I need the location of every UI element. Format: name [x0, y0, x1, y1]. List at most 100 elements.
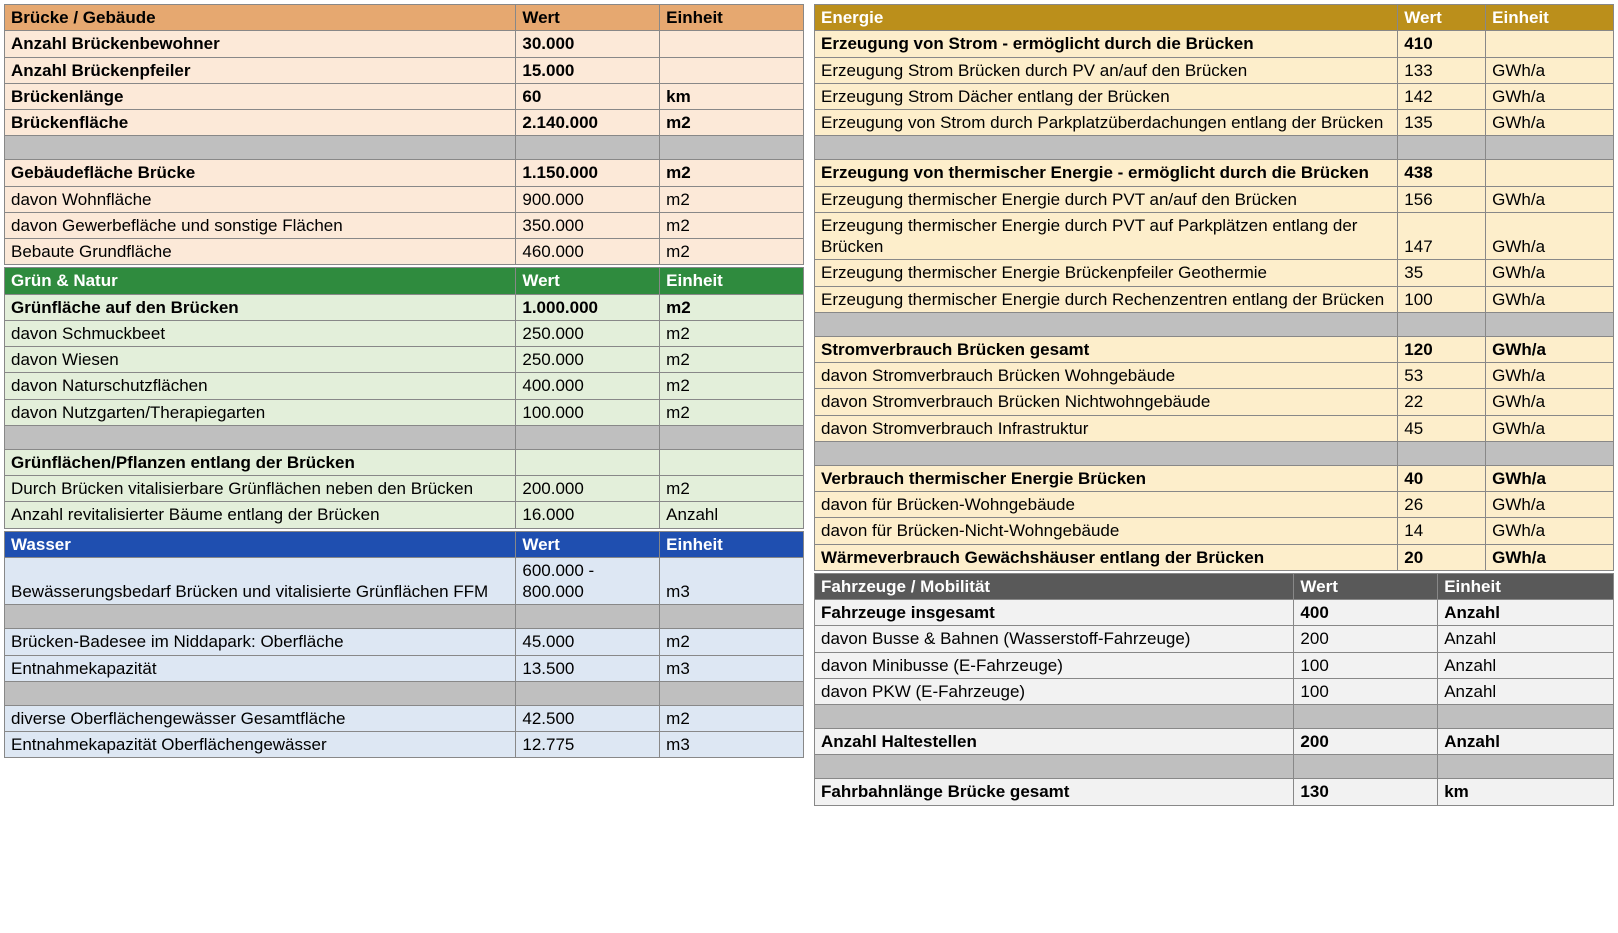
table-row	[815, 312, 1614, 336]
table-cell: Anzahl Brückenpfeiler	[5, 57, 516, 83]
table-cell: Bewässerungsbedarf Brücken und vitalisie…	[5, 557, 516, 605]
table-cell: davon für Brücken-Wohngebäude	[815, 492, 1398, 518]
table-cell	[815, 441, 1398, 465]
table-cell	[1294, 705, 1438, 729]
table-cell: m2	[660, 294, 804, 320]
table-cell: Erzeugung thermischer Energie Brückenpfe…	[815, 260, 1398, 286]
table-cell: Erzeugung von Strom durch Parkplatzüberd…	[815, 110, 1398, 136]
table-row: Grünflächen/Pflanzen entlang der Brücken	[5, 449, 804, 475]
header-cell: Wert	[1398, 5, 1486, 31]
table-cell: Erzeugung thermischer Energie durch Rech…	[815, 286, 1398, 312]
table-cell: Fahrbahnlänge Brücke gesamt	[815, 779, 1294, 805]
header-cell: Wert	[516, 268, 660, 294]
table-cell: Anzahl	[1438, 600, 1614, 626]
table-cell: 100	[1294, 652, 1438, 678]
table-cell: 147	[1398, 212, 1486, 260]
table-cell	[1486, 31, 1614, 57]
table-cell: 200	[1294, 729, 1438, 755]
table-cell: km	[660, 83, 804, 109]
table-row: davon Busse & Bahnen (Wasserstoff-Fahrze…	[815, 626, 1614, 652]
table-cell: 16.000	[516, 502, 660, 528]
table-cell: davon Minibusse (E-Fahrzeuge)	[815, 652, 1294, 678]
table-cell: km	[1438, 779, 1614, 805]
table-cell: m2	[660, 629, 804, 655]
table-cell: GWh/a	[1486, 544, 1614, 570]
table-energie: Energie Wert Einheit Erzeugung von Strom…	[814, 4, 1614, 571]
header-cell: Wert	[516, 531, 660, 557]
table-header-row: Energie Wert Einheit	[815, 5, 1614, 31]
table-row	[815, 705, 1614, 729]
table-row: Anzahl Brückenpfeiler15.000	[5, 57, 804, 83]
table-row: Fahrzeuge insgesamt400Anzahl	[815, 600, 1614, 626]
table-row: davon Wiesen250.000m2	[5, 347, 804, 373]
header-cell: Einheit	[660, 268, 804, 294]
table-cell: GWh/a	[1486, 57, 1614, 83]
table-row: Erzeugung Strom Brücken durch PV an/auf …	[815, 57, 1614, 83]
table-cell	[660, 57, 804, 83]
table-row: davon Naturschutzflächen400.000m2	[5, 373, 804, 399]
table-cell	[660, 681, 804, 705]
table-row: Stromverbrauch Brücken gesamt120GWh/a	[815, 336, 1614, 362]
table-cell: 100	[1294, 678, 1438, 704]
table-row: Erzeugung von thermischer Energie - ermö…	[815, 160, 1614, 186]
right-column: Energie Wert Einheit Erzeugung von Strom…	[814, 4, 1614, 808]
table-cell: Fahrzeuge insgesamt	[815, 600, 1294, 626]
table-cell: 100	[1398, 286, 1486, 312]
header-cell: Einheit	[660, 5, 804, 31]
table-cell	[815, 312, 1398, 336]
header-cell: Grün & Natur	[5, 268, 516, 294]
table-cell	[815, 705, 1294, 729]
table-cell	[660, 136, 804, 160]
table-cell: davon Stromverbrauch Brücken Wohngebäude	[815, 363, 1398, 389]
table-cell	[516, 681, 660, 705]
table-cell: Anzahl	[1438, 678, 1614, 704]
table-cell: Anzahl	[1438, 626, 1614, 652]
table-cell: m2	[660, 320, 804, 346]
table-cell: Anzahl	[1438, 729, 1614, 755]
table-cell: 600.000 - 800.000	[516, 557, 660, 605]
table-row: Fahrbahnlänge Brücke gesamt130km	[815, 779, 1614, 805]
table-row	[5, 681, 804, 705]
table-cell: Grünflächen/Pflanzen entlang der Brücken	[5, 449, 516, 475]
table-cell	[516, 449, 660, 475]
table-cell: 400.000	[516, 373, 660, 399]
table-row: Entnahmekapazität Oberflächengewässer12.…	[5, 732, 804, 758]
table-cell	[5, 425, 516, 449]
table-cell: 22	[1398, 389, 1486, 415]
table-cell: 45	[1398, 415, 1486, 441]
table-row	[815, 755, 1614, 779]
table-cell: m2	[660, 186, 804, 212]
table-cell: 42.500	[516, 705, 660, 731]
table-cell: 14	[1398, 518, 1486, 544]
table-row: davon Stromverbrauch Infrastruktur45GWh/…	[815, 415, 1614, 441]
table-cell: 200.000	[516, 476, 660, 502]
table-cell	[1486, 136, 1614, 160]
header-cell: Brücke / Gebäude	[5, 5, 516, 31]
table-header-row: Fahrzeuge / Mobilität Wert Einheit	[815, 573, 1614, 599]
table-row: davon für Brücken-Nicht-Wohngebäude14GWh…	[815, 518, 1614, 544]
table-cell: GWh/a	[1486, 492, 1614, 518]
table-cell: GWh/a	[1486, 363, 1614, 389]
table-cell: m2	[660, 212, 804, 238]
table-row	[815, 441, 1614, 465]
table-row: Brücken-Badesee im Niddapark: Oberfläche…	[5, 629, 804, 655]
table-cell: Erzeugung Strom Dächer entlang der Brück…	[815, 83, 1398, 109]
table-row: davon Stromverbrauch Brücken Nichtwohnge…	[815, 389, 1614, 415]
table-cell: Durch Brücken vitalisierbare Grünflächen…	[5, 476, 516, 502]
table-cell: 40	[1398, 465, 1486, 491]
table-header-row: Grün & Natur Wert Einheit	[5, 268, 804, 294]
table-cell: 250.000	[516, 320, 660, 346]
table-row	[5, 605, 804, 629]
table-cell	[660, 31, 804, 57]
table-cell: 30.000	[516, 31, 660, 57]
table-row: Erzeugung thermischer Energie durch Rech…	[815, 286, 1614, 312]
table-header-row: Brücke / Gebäude Wert Einheit	[5, 5, 804, 31]
table-cell: m2	[660, 347, 804, 373]
table-row: Erzeugung thermischer Energie durch PVT …	[815, 212, 1614, 260]
table-cell	[1486, 160, 1614, 186]
table-cell: GWh/a	[1486, 465, 1614, 491]
table-row: davon Stromverbrauch Brücken Wohngebäude…	[815, 363, 1614, 389]
table-cell	[5, 136, 516, 160]
table-cell: davon Nutzgarten/Therapiegarten	[5, 399, 516, 425]
table-cell: 26	[1398, 492, 1486, 518]
